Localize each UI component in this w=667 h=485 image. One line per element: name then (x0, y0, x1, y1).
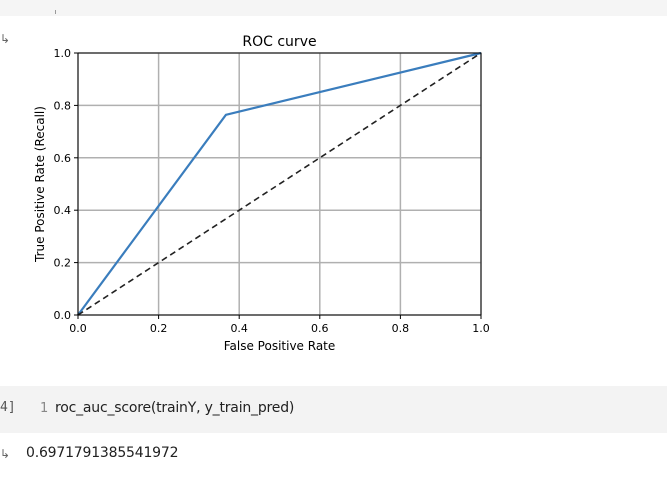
plot-frame (77, 52, 482, 316)
axis-ticks: 0.0 0.2 0.4 0.6 0.8 1.0 0.0 0.2 0.4 0.6 0.8 1.0 (54, 47, 490, 335)
previous-cell-strip (0, 0, 667, 16)
series-lines (77, 51, 482, 316)
x-tick-label: 0.2 (150, 322, 168, 335)
cursor-mark (55, 10, 56, 14)
code-editor-line[interactable]: roc_auc_score(trainY, y_train_pred) (55, 400, 295, 416)
y-tick-label: 0.0 (54, 309, 72, 322)
x-tick-label: 0.4 (230, 322, 248, 335)
y-axis-label: True Positive Rate (Recall) (33, 106, 47, 263)
x-axis-label: False Positive Rate (224, 339, 336, 353)
diagonal-reference-line (77, 52, 482, 316)
result-output: 0.6971791385541972 (26, 445, 179, 461)
line-number: 1 (40, 401, 49, 416)
x-tick-label: 0.0 (69, 322, 87, 335)
code-cell[interactable] (0, 386, 667, 433)
chart-title: ROC curve (242, 34, 316, 50)
roc-curve-line (77, 51, 482, 316)
y-tick-label: 0.4 (54, 204, 72, 217)
result-arrow-icon: ↳ (0, 447, 11, 461)
y-tick-label: 1.0 (54, 47, 72, 60)
roc-chart: 0.0 0.2 0.4 0.6 0.8 1.0 0.0 0.2 0.4 0.6 0.8 1.0 ROC… (33, 34, 490, 353)
x-tick-label: 0.8 (392, 322, 410, 335)
x-tick-label: 0.6 (311, 322, 329, 335)
x-tick-label: 1.0 (472, 322, 490, 335)
y-tick-label: 0.2 (54, 257, 72, 270)
output-arrow-icon: ↳ (0, 32, 11, 46)
y-tick-label: 0.6 (54, 152, 72, 165)
y-tick-label: 0.8 (54, 99, 72, 112)
execution-count: 4] (0, 400, 16, 415)
